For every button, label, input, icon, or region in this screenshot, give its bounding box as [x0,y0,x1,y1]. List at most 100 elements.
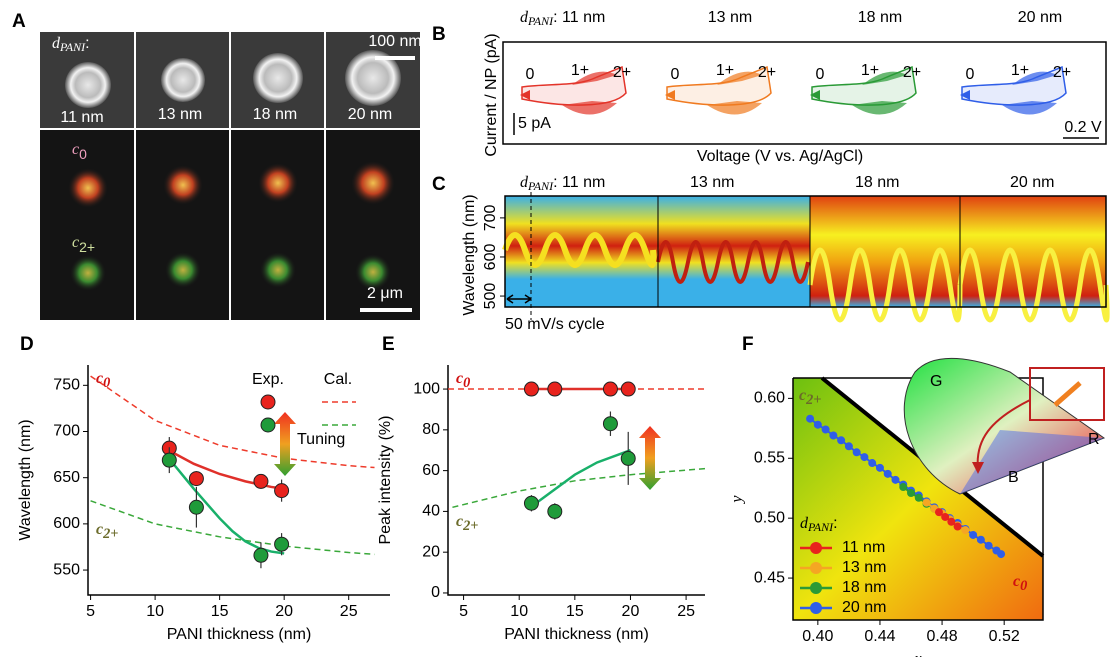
subscript: 0 [463,375,470,391]
x-tick-label: 10 [510,603,528,620]
legend-label: 13 nm [842,559,886,576]
inset-label: R [1088,431,1100,448]
point [253,473,269,489]
point [907,489,916,498]
subscript: PANI [527,14,554,28]
zoom-arrowhead [972,462,984,474]
y-tick-label: 750 [53,377,80,394]
point [868,459,877,468]
point [274,536,290,552]
peak-label: 1+ [716,62,734,79]
subscript: 2+ [462,518,478,534]
y-axis-label: y [729,495,746,505]
point [806,414,815,423]
y-tick-label: 40 [422,503,440,520]
x-tick-label: 20 [275,603,293,620]
inset [903,357,1106,495]
inset-label: G [930,373,942,390]
point [953,522,962,531]
point [934,508,943,517]
symbol: d [520,174,529,191]
frame [502,41,1107,145]
x-tick-label: 0.48 [926,628,957,645]
symbol: d [520,9,529,26]
panel-label: A [12,11,26,32]
axes [447,365,705,596]
cie-blue [960,430,1104,494]
spot [355,254,391,290]
point [602,416,618,432]
inset-label: B [1008,469,1019,486]
y-tick-label: 20 [422,543,440,560]
point [821,425,830,434]
subscript: PANI [527,179,554,193]
state-label: c2+ [72,234,95,255]
label: : 11 nm [553,174,605,191]
symbol: c [456,370,463,387]
band [807,247,963,323]
particle [65,62,111,108]
y-tick-label: 600 [53,515,80,532]
legend-label: 11 nm [842,539,885,556]
point [188,499,204,515]
y-tick-label: 100 [413,380,440,397]
x-tick-label: 15 [566,603,584,620]
spot [351,161,395,205]
y-axis-label: Current / NP (pA) [483,33,500,156]
colon: : [833,515,837,532]
cycle-arrow [506,294,532,304]
panel-label: D [20,334,34,355]
scale-label: 5 pA [518,115,551,132]
point [997,550,1006,559]
colon: : [85,35,89,52]
y-tick-label: 0.45 [754,569,785,586]
panel-a: A dPANI: 100 nm 2 μm 11 nm 13 nm 18 nm 2… [12,11,422,320]
point [883,469,892,478]
legend-marker [810,602,822,614]
y-tick-label: 60 [422,462,440,479]
y-tick-label: 0.55 [754,449,785,466]
y-axis-label: Wavelength (nm) [17,419,34,540]
spot [70,255,106,291]
point [620,381,636,397]
point [523,381,539,397]
subscript: 0 [79,146,87,162]
legend-label: 18 nm [842,579,886,596]
y-tick-label: 700 [482,204,499,231]
spot [258,163,298,203]
y-tick-label: 0 [431,584,440,601]
peak-label: 0 [816,66,825,83]
scale-label: 2 μm [367,285,403,302]
marker [665,90,675,100]
c-ticks: 500 600 700 [482,204,505,309]
peak [1012,71,1057,85]
point [984,541,993,550]
y-tick-label: 0.50 [754,509,785,526]
cycle-label: 50 mV/s cycle [505,316,605,333]
y-tick-label: 600 [482,244,499,271]
thickness-label: 18 nm [253,106,297,123]
thickness-label: 20 nm [1010,174,1054,191]
point [961,526,970,535]
spot [68,168,108,208]
thickness-label: 13 nm [158,106,202,123]
point [829,431,838,440]
scale-bar [360,308,412,312]
axes [87,365,390,596]
cv-loop: 0 1+ 2+ [810,62,921,115]
peak-label: 1+ [861,62,879,79]
symbol: c [96,521,103,538]
symbol: c [456,513,463,530]
point [547,503,563,519]
legend-marker [810,542,822,554]
x-tick-label: 0.44 [864,628,895,645]
subscript: 2+ [79,239,95,255]
state-label: c0 [72,141,87,162]
symbol: c [72,141,79,158]
x-axis-label: PANI thickness (nm) [167,626,312,643]
panel-b: B dPANI: 11 nm 13 nm 18 nm 20 nm Current… [432,9,1107,165]
point [875,463,884,472]
